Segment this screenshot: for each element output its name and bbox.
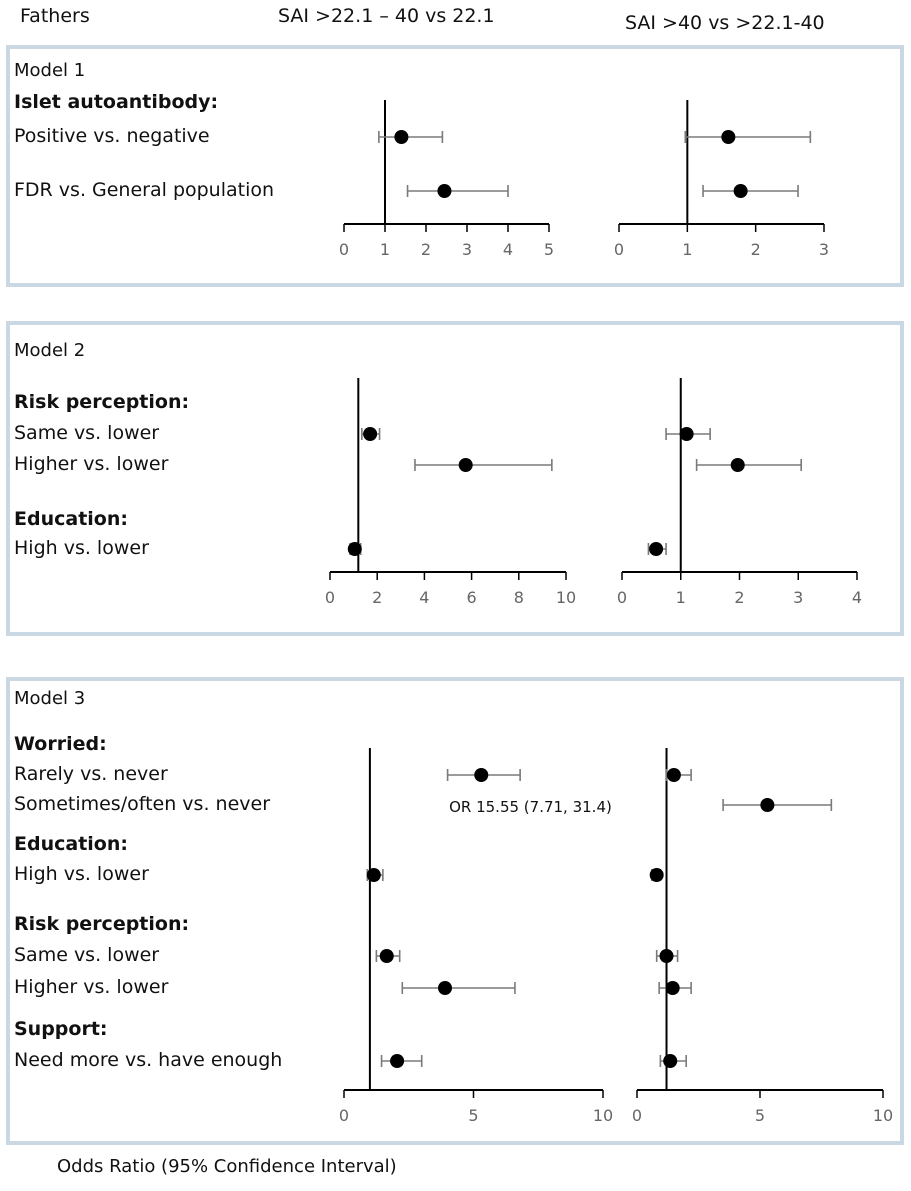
x-tick-label: 3 xyxy=(793,588,803,607)
row-group-label: Worried: xyxy=(14,733,107,755)
odds-ratio-point xyxy=(394,130,409,144)
odds-ratio-point xyxy=(663,1054,678,1068)
model-title: Model 1 xyxy=(14,60,86,81)
group-title: Fathers xyxy=(20,5,90,27)
x-tick-label: 0 xyxy=(325,588,335,607)
x-tick-label: 4 xyxy=(419,588,429,607)
row-label: FDR vs. General population xyxy=(14,179,275,201)
odds-ratio-point xyxy=(437,184,452,198)
row-group-label: Education: xyxy=(14,833,128,855)
column-title-1: SAI >22.1 – 40 vs 22.1 xyxy=(278,5,495,27)
x-tick-label: 3 xyxy=(462,240,472,259)
odds-ratio-point xyxy=(733,184,748,198)
odds-ratio-point xyxy=(666,768,681,782)
odds-ratio-point xyxy=(347,542,362,556)
odds-ratio-point xyxy=(649,868,664,882)
row-label: Same vs. lower xyxy=(14,944,160,966)
odds-ratio-point xyxy=(363,427,378,441)
odds-ratio-point xyxy=(474,768,489,782)
x-tick-label: 5 xyxy=(755,1106,765,1125)
odds-ratio-point xyxy=(458,458,473,472)
odds-ratio-point xyxy=(721,130,736,144)
x-tick-label: 4 xyxy=(852,588,862,607)
odds-ratio-point xyxy=(649,542,664,556)
row-group-label: Support: xyxy=(14,1018,108,1040)
x-tick-label: 2 xyxy=(734,588,744,607)
x-tick-label: 1 xyxy=(682,240,692,259)
row-label: Positive vs. negative xyxy=(14,125,210,147)
odds-ratio-point xyxy=(379,949,394,963)
x-tick-label: 3 xyxy=(819,240,829,259)
model-title: Model 3 xyxy=(14,688,86,709)
x-tick-label: 4 xyxy=(503,240,513,259)
odds-ratio-point xyxy=(438,981,453,995)
x-axis-caption: Odds Ratio (95% Confidence Interval) xyxy=(57,1156,397,1177)
odds-ratio-point xyxy=(659,949,674,963)
model-title: Model 2 xyxy=(14,340,86,361)
x-tick-label: 10 xyxy=(873,1106,893,1125)
row-label: Need more vs. have enough xyxy=(14,1049,283,1071)
odds-ratio-point xyxy=(366,868,381,882)
x-tick-label: 5 xyxy=(544,240,554,259)
column-title-2: SAI >40 vs >22.1-40 xyxy=(625,12,825,34)
odds-ratio-point xyxy=(665,981,680,995)
x-tick-label: 10 xyxy=(593,1106,613,1125)
odds-ratio-point xyxy=(679,427,694,441)
x-tick-label: 10 xyxy=(556,588,576,607)
x-tick-label: 0 xyxy=(632,1106,642,1125)
x-tick-label: 0 xyxy=(339,240,349,259)
row-label: Sometimes/often vs. never xyxy=(14,793,271,815)
x-tick-label: 1 xyxy=(676,588,686,607)
x-tick-label: 0 xyxy=(614,240,624,259)
or-annotation: OR 15.55 (7.71, 31.4) xyxy=(449,798,612,816)
row-group-label: Islet autoantibody: xyxy=(14,91,219,113)
row-label: Higher vs. lower xyxy=(14,976,169,998)
x-tick-label: 8 xyxy=(514,588,524,607)
model-2-panel xyxy=(6,321,904,636)
row-group-label: Risk perception: xyxy=(14,391,190,413)
row-label: Rarely vs. never xyxy=(14,763,168,785)
x-tick-label: 0 xyxy=(617,588,627,607)
row-label: High vs. lower xyxy=(14,863,149,885)
x-tick-label: 1 xyxy=(380,240,390,259)
model-3-panel xyxy=(6,677,904,1145)
odds-ratio-point xyxy=(390,1054,405,1068)
x-tick-label: 2 xyxy=(421,240,431,259)
x-tick-label: 5 xyxy=(468,1106,478,1125)
odds-ratio-point xyxy=(760,798,775,812)
odds-ratio-point xyxy=(730,458,745,472)
x-tick-label: 2 xyxy=(751,240,761,259)
row-group-label: Risk perception: xyxy=(14,913,190,935)
x-tick-label: 0 xyxy=(339,1106,349,1125)
row-label: Same vs. lower xyxy=(14,422,160,444)
row-label: High vs. lower xyxy=(14,537,149,559)
row-label: Higher vs. lower xyxy=(14,453,169,475)
x-tick-label: 6 xyxy=(467,588,477,607)
x-tick-label: 2 xyxy=(372,588,382,607)
row-group-label: Education: xyxy=(14,508,128,530)
model-1-panel xyxy=(6,45,904,287)
